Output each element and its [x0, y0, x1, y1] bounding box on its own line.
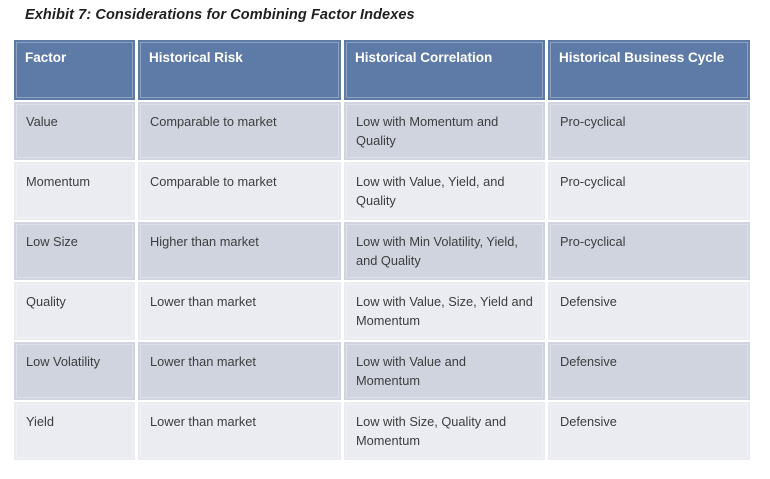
cell-cycle: Pro-cyclical	[548, 102, 750, 160]
cell-cycle: Pro-cyclical	[548, 222, 750, 280]
cell-risk: Higher than market	[138, 222, 341, 280]
factor-considerations-table: Factor Historical Risk Historical Correl…	[14, 40, 750, 460]
cell-cycle: Defensive	[548, 402, 750, 460]
cell-risk: Comparable to market	[138, 162, 341, 220]
column-header-cycle: Historical Business Cycle	[548, 40, 750, 100]
cell-cycle: Defensive	[548, 282, 750, 340]
cell-factor: Momentum	[14, 162, 135, 220]
cell-correlation: Low with Value and Momentum	[344, 342, 545, 400]
cell-correlation: Low with Value, Yield, and Quality	[344, 162, 545, 220]
page-title: Exhibit 7: Considerations for Combining …	[25, 7, 415, 23]
cell-risk: Lower than market	[138, 342, 341, 400]
cell-correlation: Low with Min Volatility, Yield, and Qual…	[344, 222, 545, 280]
column-header-risk: Historical Risk	[138, 40, 341, 100]
cell-factor: Quality	[14, 282, 135, 340]
column-header-factor: Factor	[14, 40, 135, 100]
cell-correlation: Low with Size, Quality and Momentum	[344, 402, 545, 460]
cell-correlation: Low with Value, Size, Yield and Momentum	[344, 282, 545, 340]
cell-risk: Comparable to market	[138, 102, 341, 160]
column-header-correlation: Historical Correlation	[344, 40, 545, 100]
cell-risk: Lower than market	[138, 282, 341, 340]
cell-factor: Low Volatility	[14, 342, 135, 400]
cell-factor: Value	[14, 102, 135, 160]
cell-factor: Yield	[14, 402, 135, 460]
cell-correlation: Low with Momentum and Quality	[344, 102, 545, 160]
cell-cycle: Defensive	[548, 342, 750, 400]
cell-risk: Lower than market	[138, 402, 341, 460]
cell-factor: Low Size	[14, 222, 135, 280]
cell-cycle: Pro-cyclical	[548, 162, 750, 220]
